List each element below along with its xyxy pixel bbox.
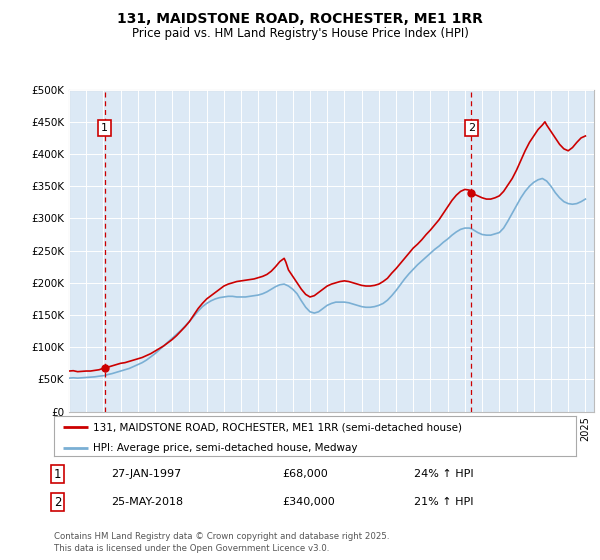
Text: 27-JAN-1997: 27-JAN-1997	[111, 469, 181, 479]
Text: 131, MAIDSTONE ROAD, ROCHESTER, ME1 1RR (semi-detached house): 131, MAIDSTONE ROAD, ROCHESTER, ME1 1RR …	[93, 422, 462, 432]
Text: 24% ↑ HPI: 24% ↑ HPI	[414, 469, 473, 479]
Text: 21% ↑ HPI: 21% ↑ HPI	[414, 497, 473, 507]
Text: HPI: Average price, semi-detached house, Medway: HPI: Average price, semi-detached house,…	[93, 442, 358, 452]
Text: 131, MAIDSTONE ROAD, ROCHESTER, ME1 1RR: 131, MAIDSTONE ROAD, ROCHESTER, ME1 1RR	[117, 12, 483, 26]
Text: 2: 2	[468, 123, 475, 133]
Text: Contains HM Land Registry data © Crown copyright and database right 2025.
This d: Contains HM Land Registry data © Crown c…	[54, 533, 389, 553]
Text: 1: 1	[101, 123, 108, 133]
Text: 2: 2	[54, 496, 62, 509]
Text: £340,000: £340,000	[282, 497, 335, 507]
Text: 25-MAY-2018: 25-MAY-2018	[111, 497, 183, 507]
Text: 1: 1	[54, 468, 62, 481]
Text: £68,000: £68,000	[282, 469, 328, 479]
Text: Price paid vs. HM Land Registry's House Price Index (HPI): Price paid vs. HM Land Registry's House …	[131, 27, 469, 40]
